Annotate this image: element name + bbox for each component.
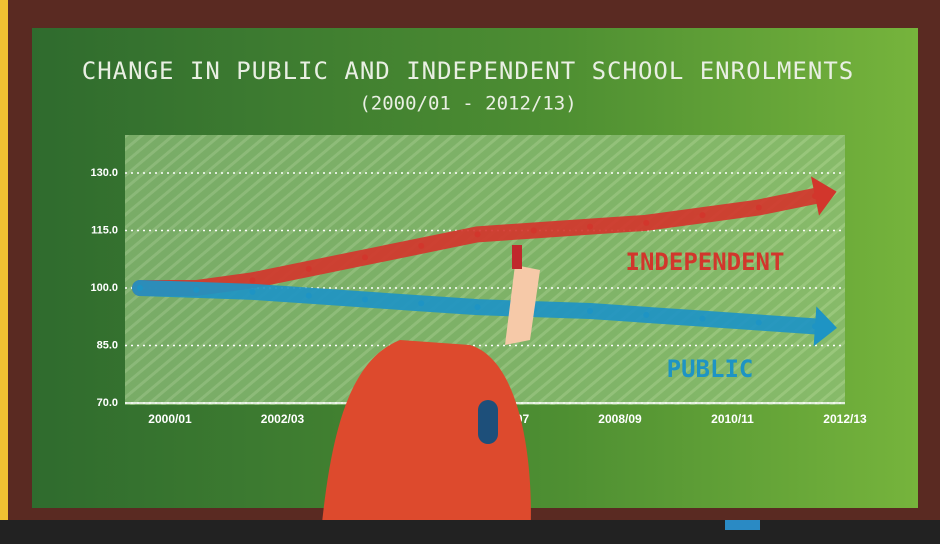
x-tick-label: 2010/11 [711,412,754,426]
x-tick-label: 2008/09 [598,412,642,426]
data-point [756,205,762,211]
board-ledge [0,520,940,544]
data-point [418,243,424,249]
x-tick-label: 2002/03 [261,412,305,426]
data-point [306,266,312,272]
y-tick-label: 115.0 [91,224,118,236]
data-point [587,308,593,314]
data-point [250,277,256,283]
series-label: PUBLIC [667,355,754,383]
data-point [137,285,143,291]
clip [478,400,498,444]
data-point [700,316,706,322]
data-point [700,212,706,218]
data-point [531,228,537,234]
data-point [587,224,593,230]
data-point [193,287,199,293]
y-tick-label: 70.0 [97,397,118,409]
y-tick-label: 100.0 [90,282,118,294]
chalkboard-chart: CHANGE IN PUBLIC AND INDEPENDENT SCHOOL … [0,0,940,544]
data-point [475,304,481,310]
chalk [512,245,522,269]
y-tick-label: 85.0 [97,339,118,351]
x-tick-label: 2000/01 [148,412,192,426]
data-point [475,231,481,237]
data-point [643,312,649,318]
data-point [250,289,256,295]
data-point [418,300,424,306]
data-point [362,254,368,260]
series-label: INDEPENDENT [626,248,785,276]
x-tick-label: 2012/13 [823,412,867,426]
data-point [306,293,312,299]
chart-subtitle: (2000/01 - 2012/13) [359,93,576,115]
data-point [362,297,368,303]
y-tick-label: 130.0 [90,167,118,179]
data-point [756,320,762,326]
data-point [643,220,649,226]
eraser [725,520,760,530]
chart-title: CHANGE IN PUBLIC AND INDEPENDENT SCHOOL … [82,57,854,85]
